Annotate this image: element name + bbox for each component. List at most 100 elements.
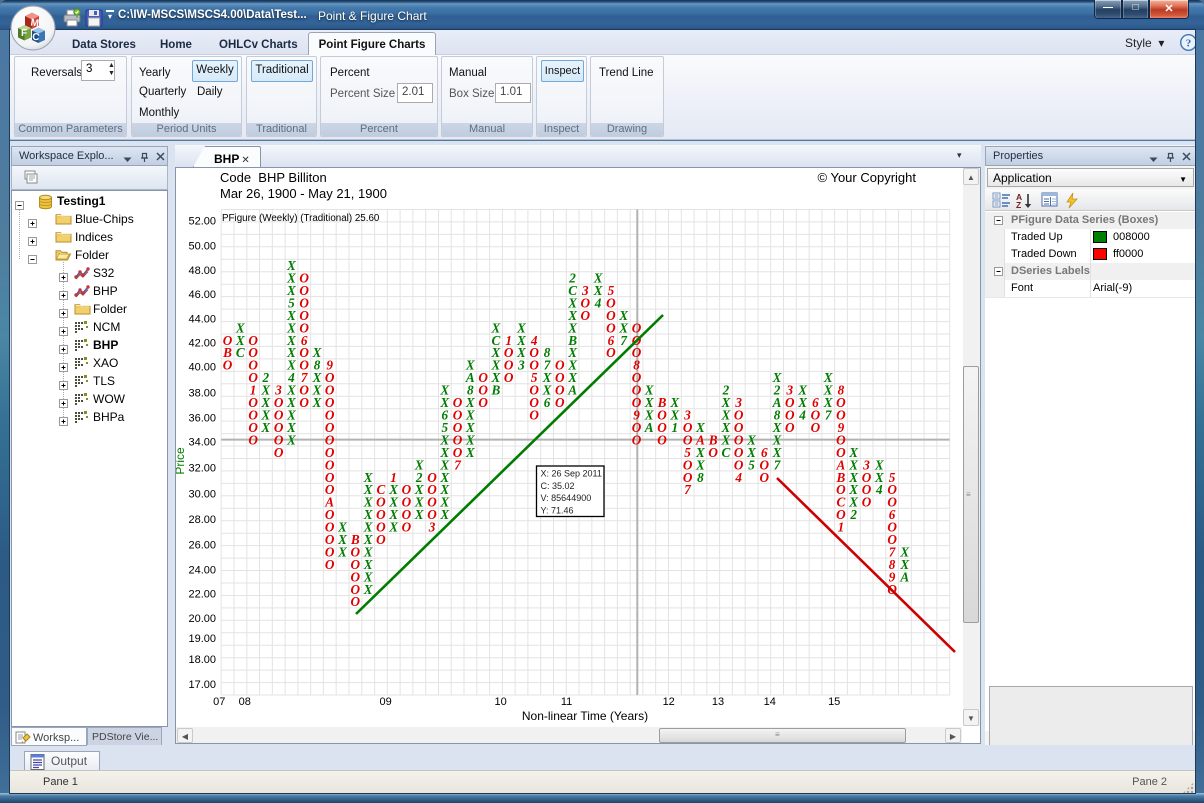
- svg-text:22.00: 22.00: [188, 589, 216, 601]
- svg-text:X: X: [286, 308, 297, 323]
- svg-text:X: X: [286, 345, 297, 360]
- svg-text:X: X: [542, 383, 553, 398]
- svg-text:O: O: [453, 420, 463, 435]
- svg-text:5: 5: [889, 470, 896, 485]
- svg-text:X: X: [388, 495, 399, 510]
- svg-text:O: O: [683, 470, 693, 485]
- svg-text:44.00: 44.00: [188, 314, 216, 326]
- svg-text:O: O: [299, 395, 309, 410]
- svg-text:9: 9: [838, 420, 845, 435]
- svg-text:X: X: [286, 358, 297, 373]
- svg-text:O: O: [632, 420, 642, 435]
- svg-text:A: A: [772, 395, 782, 410]
- svg-text:X: X: [337, 544, 348, 559]
- svg-text:O: O: [760, 470, 770, 485]
- svg-text:X: X: [772, 432, 783, 447]
- svg-text:B: B: [350, 532, 360, 547]
- svg-text:O: O: [223, 358, 233, 373]
- svg-text:O: O: [606, 308, 616, 323]
- svg-text:4: 4: [594, 295, 602, 310]
- svg-text:O: O: [376, 532, 386, 547]
- svg-text:O: O: [657, 408, 667, 423]
- svg-text:O: O: [606, 295, 616, 310]
- svg-text:O: O: [555, 395, 565, 410]
- svg-text:5: 5: [531, 370, 538, 385]
- svg-text:O: O: [453, 445, 463, 460]
- svg-text:X: X: [567, 370, 578, 385]
- svg-text:O: O: [657, 420, 667, 435]
- svg-text:X: X: [618, 308, 629, 323]
- svg-text:O: O: [887, 520, 897, 535]
- svg-text:1: 1: [390, 470, 397, 485]
- svg-text:2: 2: [849, 507, 857, 522]
- svg-text:X: X: [439, 495, 450, 510]
- svg-text:X: X: [491, 370, 502, 385]
- svg-text:Mar 26, 1900 - May 21, 1900: Mar 26, 1900 - May 21, 1900: [220, 186, 387, 201]
- svg-text:X: X: [721, 420, 732, 435]
- svg-text:X: X: [567, 308, 578, 323]
- svg-text:O: O: [734, 445, 744, 460]
- svg-text:O: O: [734, 408, 744, 423]
- svg-text:O: O: [351, 557, 361, 572]
- svg-text:O: O: [836, 445, 846, 460]
- svg-text:X: X: [286, 408, 297, 423]
- svg-text:O: O: [248, 358, 258, 373]
- svg-text:X: X: [363, 544, 374, 559]
- svg-text:C: C: [236, 345, 245, 360]
- svg-text:X: X: [772, 420, 783, 435]
- svg-text:X: X: [491, 358, 502, 373]
- svg-text:O: O: [478, 383, 488, 398]
- svg-text:© Your Copyright: © Your Copyright: [818, 170, 917, 185]
- svg-text:X: X: [848, 445, 859, 460]
- svg-text:O: O: [836, 432, 846, 447]
- svg-text:8: 8: [697, 470, 704, 485]
- svg-text:O: O: [836, 395, 846, 410]
- svg-text:O: O: [683, 457, 693, 472]
- svg-text:X: X: [337, 520, 348, 535]
- svg-text:X: X: [465, 445, 476, 460]
- svg-text:X: X: [644, 408, 655, 423]
- svg-text:C: C: [837, 495, 846, 510]
- svg-text:X: X: [593, 271, 604, 286]
- svg-text:X: X: [721, 432, 732, 447]
- svg-text:O: O: [606, 345, 616, 360]
- svg-text:7: 7: [774, 457, 782, 472]
- svg-text:A: A: [836, 457, 846, 472]
- svg-text:6: 6: [544, 395, 551, 410]
- svg-text:A: A: [465, 370, 475, 385]
- svg-text:X: X: [439, 432, 450, 447]
- svg-text:C: C: [492, 333, 501, 348]
- svg-text:O: O: [325, 470, 335, 485]
- svg-text:7: 7: [684, 482, 692, 497]
- svg-text:7: 7: [301, 370, 309, 385]
- svg-text:B: B: [657, 395, 667, 410]
- svg-text:4: 4: [287, 370, 295, 385]
- svg-text:O: O: [299, 283, 309, 298]
- svg-text:O: O: [887, 532, 897, 547]
- svg-text:X: X: [797, 395, 808, 410]
- svg-text:O: O: [351, 594, 361, 609]
- svg-text:O: O: [402, 520, 412, 535]
- svg-text:O: O: [504, 358, 514, 373]
- svg-text:A: A: [695, 432, 705, 447]
- svg-text:B: B: [567, 333, 577, 348]
- svg-text:O: O: [760, 457, 770, 472]
- svg-text:X: X: [312, 370, 323, 385]
- svg-text:O: O: [325, 532, 335, 547]
- svg-text:X: X: [439, 470, 450, 485]
- svg-text:X: X: [363, 532, 374, 547]
- svg-text:C: C: [31, 32, 40, 44]
- svg-text:X: X: [874, 457, 885, 472]
- svg-text:O: O: [299, 383, 309, 398]
- svg-text:X: X: [465, 358, 476, 373]
- svg-text:X: X: [286, 395, 297, 410]
- svg-text:7: 7: [825, 408, 833, 423]
- svg-text:O: O: [427, 470, 437, 485]
- svg-text:X: X: [669, 408, 680, 423]
- svg-text:X: X: [567, 295, 578, 310]
- svg-text:Code BHP Billiton: Code BHP Billiton: [220, 170, 327, 185]
- svg-text:X: X: [439, 482, 450, 497]
- svg-text:X: X: [695, 445, 706, 460]
- svg-text:9: 9: [633, 408, 640, 423]
- svg-text:7: 7: [544, 358, 552, 373]
